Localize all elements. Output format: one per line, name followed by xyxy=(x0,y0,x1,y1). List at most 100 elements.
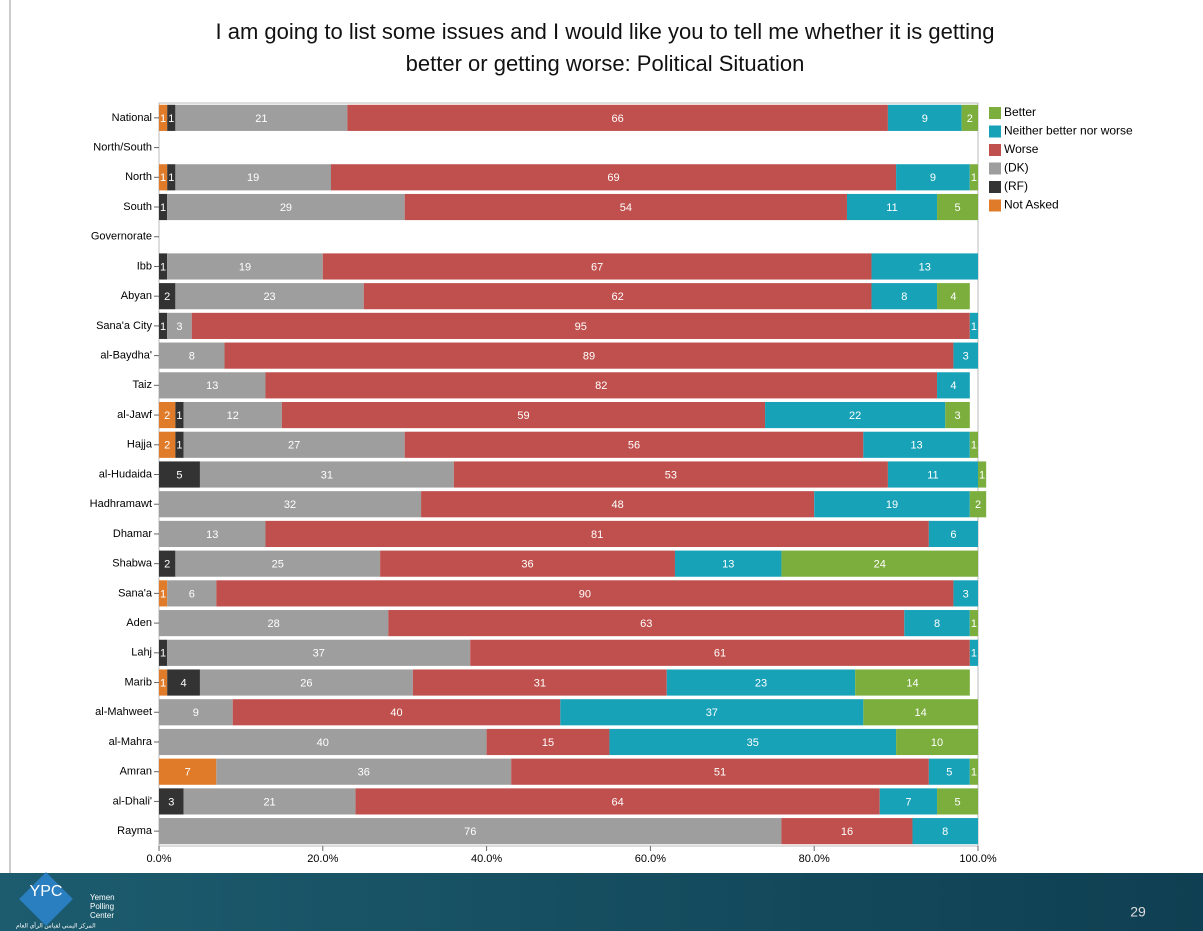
y-tick-label: al-Hudaida xyxy=(99,468,153,480)
value-label: 22 xyxy=(849,410,861,422)
bar-segment xyxy=(560,699,864,726)
bar-segment xyxy=(904,610,970,637)
value-label: 95 xyxy=(575,321,587,333)
bar-segment xyxy=(199,461,454,488)
value-label: 2 xyxy=(164,559,170,571)
bar-segment xyxy=(871,253,978,280)
value-label: 15 xyxy=(542,737,554,749)
y-tick-label: Sana'a City xyxy=(96,320,152,332)
bar-segment xyxy=(175,164,331,191)
value-label: 61 xyxy=(714,648,726,660)
bar-segment xyxy=(896,728,978,756)
bar-segment xyxy=(159,758,217,785)
bar-segment xyxy=(863,699,978,726)
bar-segment xyxy=(666,669,856,696)
logo-text: YPC xyxy=(30,883,63,900)
legend-label: Better xyxy=(1004,105,1036,119)
bar-segment xyxy=(781,818,913,845)
bar-segment xyxy=(912,818,978,845)
legend-label: Neither better nor worse xyxy=(1004,124,1133,138)
y-tick-label: Marib xyxy=(124,676,152,688)
value-label: 13 xyxy=(206,529,218,541)
bar-segment xyxy=(380,550,675,577)
value-label: 6 xyxy=(950,529,956,541)
y-tick-label: North/South xyxy=(93,141,152,153)
bar-segment xyxy=(969,164,978,191)
bar-segment xyxy=(609,728,897,756)
bar-segment xyxy=(167,164,176,191)
bar-segment xyxy=(814,491,970,518)
y-tick-label: Amran xyxy=(120,766,152,778)
value-label: 2 xyxy=(967,113,973,125)
bar-segment xyxy=(453,461,888,488)
legend-label: (RF) xyxy=(1004,179,1028,193)
value-label: 10 xyxy=(931,737,943,749)
legend-swatch xyxy=(989,199,1001,212)
value-label: 19 xyxy=(886,499,898,511)
value-label: 27 xyxy=(288,440,300,452)
value-label: 53 xyxy=(665,469,677,481)
y-tick-label: Dhamar xyxy=(113,528,152,540)
org-name: Polling xyxy=(90,902,114,911)
bar-segment xyxy=(765,401,946,429)
value-label: 26 xyxy=(300,677,312,689)
bar-segment xyxy=(470,639,970,666)
value-label: 5 xyxy=(954,202,960,214)
bar-segment xyxy=(388,610,905,637)
bar-segment xyxy=(969,312,978,339)
bar-segment xyxy=(232,699,561,726)
value-label: 23 xyxy=(755,677,767,689)
value-label: 11 xyxy=(886,202,897,214)
value-label: 48 xyxy=(612,499,624,511)
bar-segment xyxy=(937,283,970,310)
value-label: 2 xyxy=(164,291,170,303)
bar-segment xyxy=(175,283,364,310)
value-label: 19 xyxy=(247,172,259,184)
bar-segment xyxy=(887,461,978,488)
value-label: 14 xyxy=(906,677,918,689)
legend-swatch xyxy=(989,181,1001,193)
bar-segment xyxy=(183,788,356,815)
bar-segment xyxy=(175,550,381,577)
bar-segment xyxy=(871,283,938,310)
value-label: 1 xyxy=(160,648,166,660)
value-label: 1 xyxy=(160,588,166,600)
legend-swatch xyxy=(989,162,1001,175)
value-label: 8 xyxy=(901,291,907,303)
bar-segment xyxy=(330,164,897,191)
value-label: 64 xyxy=(612,796,624,808)
bar-segment xyxy=(486,728,610,756)
value-label: 31 xyxy=(321,469,333,481)
value-label: 25 xyxy=(272,559,284,571)
value-label: 31 xyxy=(534,677,546,689)
y-tick-label: Abyan xyxy=(121,290,152,302)
bar-segment xyxy=(928,758,970,785)
y-tick-label: South xyxy=(123,201,152,213)
value-label: 3 xyxy=(963,351,969,363)
bar-segment xyxy=(159,431,176,458)
value-label: 9 xyxy=(922,113,928,125)
bar-segment xyxy=(159,550,176,577)
y-tick-label: al-Mahra xyxy=(109,736,153,748)
bar-segment xyxy=(159,669,168,696)
bar-segment xyxy=(355,788,880,815)
value-label: 9 xyxy=(930,172,936,184)
value-label: 37 xyxy=(313,648,325,660)
bar-segment xyxy=(159,401,176,429)
value-label: 36 xyxy=(358,767,370,779)
value-label: 1 xyxy=(971,618,977,630)
bar-segment xyxy=(159,312,168,339)
y-tick-label: Lahj xyxy=(131,647,152,659)
value-label: 37 xyxy=(706,707,718,719)
value-label: 5 xyxy=(176,469,182,481)
y-tick-label: al-Jawf xyxy=(117,409,153,421)
value-label: 7 xyxy=(185,767,191,779)
bar-segment xyxy=(159,283,176,310)
bar-segment xyxy=(167,669,200,696)
value-label: 13 xyxy=(206,380,218,392)
bar-segment xyxy=(969,610,978,637)
bar-segment xyxy=(167,104,176,131)
bar-segment xyxy=(159,253,168,280)
bar-segment xyxy=(846,193,938,221)
y-tick-label: al-Dhali' xyxy=(113,795,152,807)
